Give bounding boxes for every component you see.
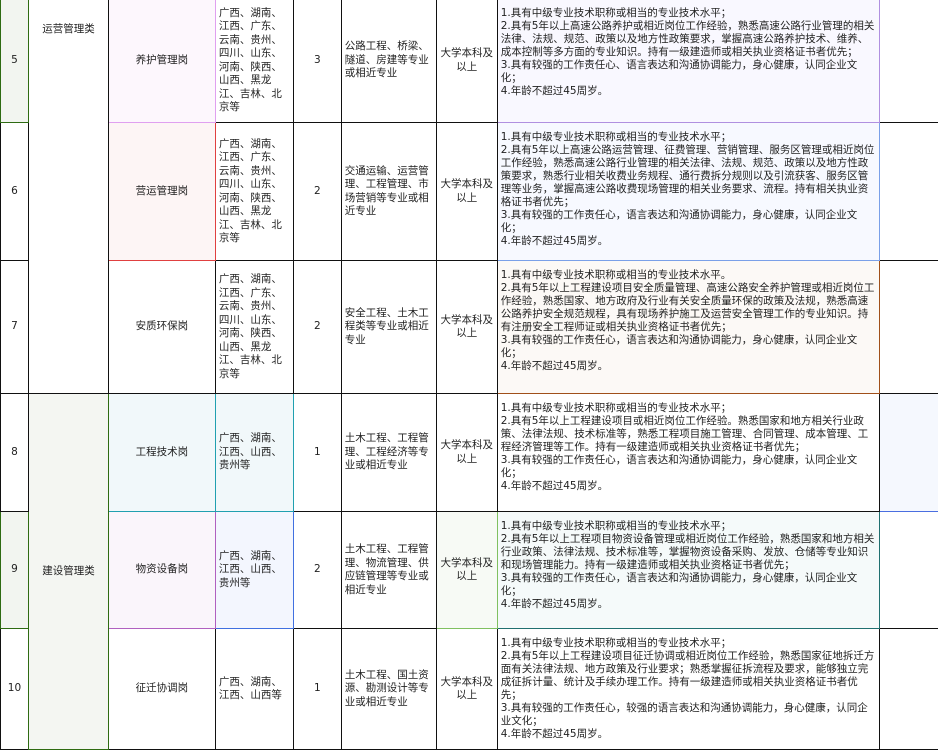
category-cell: 建设管理类 [28, 394, 108, 750]
extra-cell [880, 512, 938, 629]
requirement-line: 2.具有5年以上高速公路运营管理、征费管理、营销管理、服务区管理或相近岗位工作经… [501, 144, 877, 209]
requirement-line: 4.年龄不超过45周岁。 [501, 598, 877, 611]
job-requirements: 1.具有中级专业技术职称或相当的专业技术水平；2.具有5年以上高速公路运营管理、… [497, 123, 880, 261]
work-regions: 广西、湖南、江西、广东、云南、贵州、四川、山东、河南、陕西、山西、黑龙江、吉林、… [215, 0, 293, 123]
requirement-line: 4.年龄不超过45周岁。 [501, 235, 877, 248]
requirement-line: 2.具有5年以上工程建设项目征迁协调或相近岗位工作经验，熟悉国家征地拆迁方面有关… [501, 650, 877, 702]
major-requirement: 公路工程、桥梁、隧道、房建等专业或相近专业 [341, 0, 436, 123]
requirement-line: 1.具有中级专业技术职称或相当的专业技术水平； [501, 131, 877, 144]
table-row: 7 安质环保岗广西、湖南、江西、广东、云南、贵州、四川、山东、河南、陕西、山西、黑… [1, 261, 938, 394]
position-name: 物资设备岗 [108, 512, 215, 629]
extra-cell [880, 394, 938, 512]
requirement-line: 3.具有较强的工作责任心、语言表达和沟通协调能力，身心健康，认同企业文化； [501, 59, 877, 85]
row-number: 9 [1, 512, 29, 629]
table-row: 6 营运管理岗广西、湖南、江西、广东、云南、贵州、四川、山东、河南、陕西、山西、黑… [1, 123, 938, 261]
requirement-line: 4.年龄不超过45周岁。 [501, 360, 877, 373]
job-requirements: 1.具有中级专业技术职称或相当的专业技术水平；2.具有5年以上工程建设项目征迁协… [497, 629, 880, 750]
education-requirement: 大学本科及以上 [436, 0, 497, 123]
hiring-count: 1 [293, 394, 341, 512]
requirement-line: 1.具有中级专业技术职称或相当的专业技术水平。 [501, 269, 877, 282]
requirement-line: 4.年龄不超过45周岁。 [501, 480, 877, 493]
major-requirement: 安全工程、土木工程类等专业或相近专业 [341, 261, 436, 394]
education-requirement: 大学本科及以上 [436, 394, 497, 512]
work-regions: 广西、湖南、江西、广东、云南、贵州、四川、山东、河南、陕西、山西、黑龙江、吉林、… [215, 123, 293, 261]
major-requirement: 土木工程、国土资源、勘测设计等专业或相近专业 [341, 629, 436, 750]
requirement-line: 1.具有中级专业技术职称或相当的专业技术水平； [501, 7, 877, 20]
requirement-line: 2.具有5年以上工程项目物资设备管理或相近岗位工作经验，熟悉国家和地方相关行业政… [501, 533, 877, 572]
row-number: 5 [1, 0, 29, 123]
hiring-count: 2 [293, 123, 341, 261]
requirement-line: 3.具有较强的工作责任心，语言表达和沟通协调能力，身心健康，认同企业文化； [501, 454, 877, 480]
hiring-count: 2 [293, 512, 341, 629]
education-requirement: 大学本科及以上 [436, 512, 497, 629]
position-name: 安质环保岗 [108, 261, 215, 394]
position-name: 征迁协调岗 [108, 629, 215, 750]
requirement-line: 3.具有较强的工作责任心，语言表达和沟通协调能力，身心健康，认同企业文化； [501, 209, 877, 235]
job-requirements: 1.具有中级专业技术职称或相当的专业技术水平；2.具有5年以上工程项目物资设备管… [497, 512, 880, 629]
hiring-count: 2 [293, 261, 341, 394]
extra-cell [880, 629, 938, 750]
education-requirement: 大学本科及以上 [436, 123, 497, 261]
row-number: 6 [1, 123, 29, 261]
requirement-line: 4.年龄不超过45周岁。 [501, 728, 877, 741]
requirement-line: 1.具有中级专业技术职称或相当的专业技术水平； [501, 520, 877, 533]
work-regions: 广西、湖南、江西、广东、云南、贵州、四川、山东、河南、陕西、山西、黑龙江、吉林、… [215, 261, 293, 394]
position-name: 工程技术岗 [108, 394, 215, 512]
requirement-line: 1.具有中级专业技术职称或相当的专业技术水平； [501, 637, 877, 650]
job-requirements: 1.具有中级专业技术职称或相当的专业技术水平；2.具有5年以上高速公路养护或相近… [497, 0, 880, 123]
position-name: 养护管理岗 [108, 0, 215, 123]
requirement-line: 2.具有5年以上工程建设项目或相近岗位工作经验。熟悉国家和地方相关行业政策、法律… [501, 415, 877, 454]
requirement-line: 1.具有中级专业技术职称或相当的专业技术水平； [501, 402, 877, 415]
education-requirement: 大学本科及以上 [436, 261, 497, 394]
job-requirements: 1.具有中级专业技术职称或相当的专业技术水平；2.具有5年以上工程建设项目或相近… [497, 394, 880, 512]
requirement-line: 2.具有5年以上高速公路养护或相近岗位工作经验，熟悉高速公路行业管理的相关法律、… [501, 20, 877, 59]
major-requirement: 土木工程、工程管理、工程经济等专业或相近专业 [341, 394, 436, 512]
hiring-count: 3 [293, 0, 341, 123]
extra-cell [880, 123, 938, 261]
work-regions: 广西、湖南、江西、山西、贵州等 [215, 394, 293, 512]
education-requirement: 大学本科及以上 [436, 629, 497, 750]
work-regions: 广西、湖南、江西、山西、贵州等 [215, 512, 293, 629]
row-number: 10 [1, 629, 29, 750]
row-number: 7 [1, 261, 29, 394]
work-regions: 广西、湖南、江西、山西等 [215, 629, 293, 750]
extra-cell [880, 261, 938, 394]
requirement-line: 2.具有5年以上工程建设项目安全质量管理、高速公路安全养护管理或相近岗位工作经验… [501, 282, 877, 334]
requirement-line: 4.年龄不超过45周岁。 [501, 85, 877, 98]
position-name: 营运管理岗 [108, 123, 215, 261]
requirement-line: 3.具有较强的工作责任心，语言表达和沟通协调能力，身心健康，认同企业文化； [501, 572, 877, 598]
job-requirements: 1.具有中级专业技术职称或相当的专业技术水平。2.具有5年以上工程建设项目安全质… [497, 261, 880, 394]
extra-cell [880, 0, 938, 123]
major-requirement: 交通运输、运营管理、工程管理、市场营销等专业或相近专业 [341, 123, 436, 261]
requirement-line: 3.具有较强的工作责任心，语言表达和沟通协调能力，身心健康，认同企业文化； [501, 334, 877, 360]
hiring-count: 1 [293, 629, 341, 750]
requirement-line: 3.具有较强的工作责任心，较强的语言表达和沟通协调能力，身心健康，认同企业文化； [501, 702, 877, 728]
major-requirement: 土木工程、工程管理、物流管理、供应链管理等专业或相近专业 [341, 512, 436, 629]
row-number: 8 [1, 394, 29, 512]
category-cell: 运营管理类 [28, 0, 108, 394]
